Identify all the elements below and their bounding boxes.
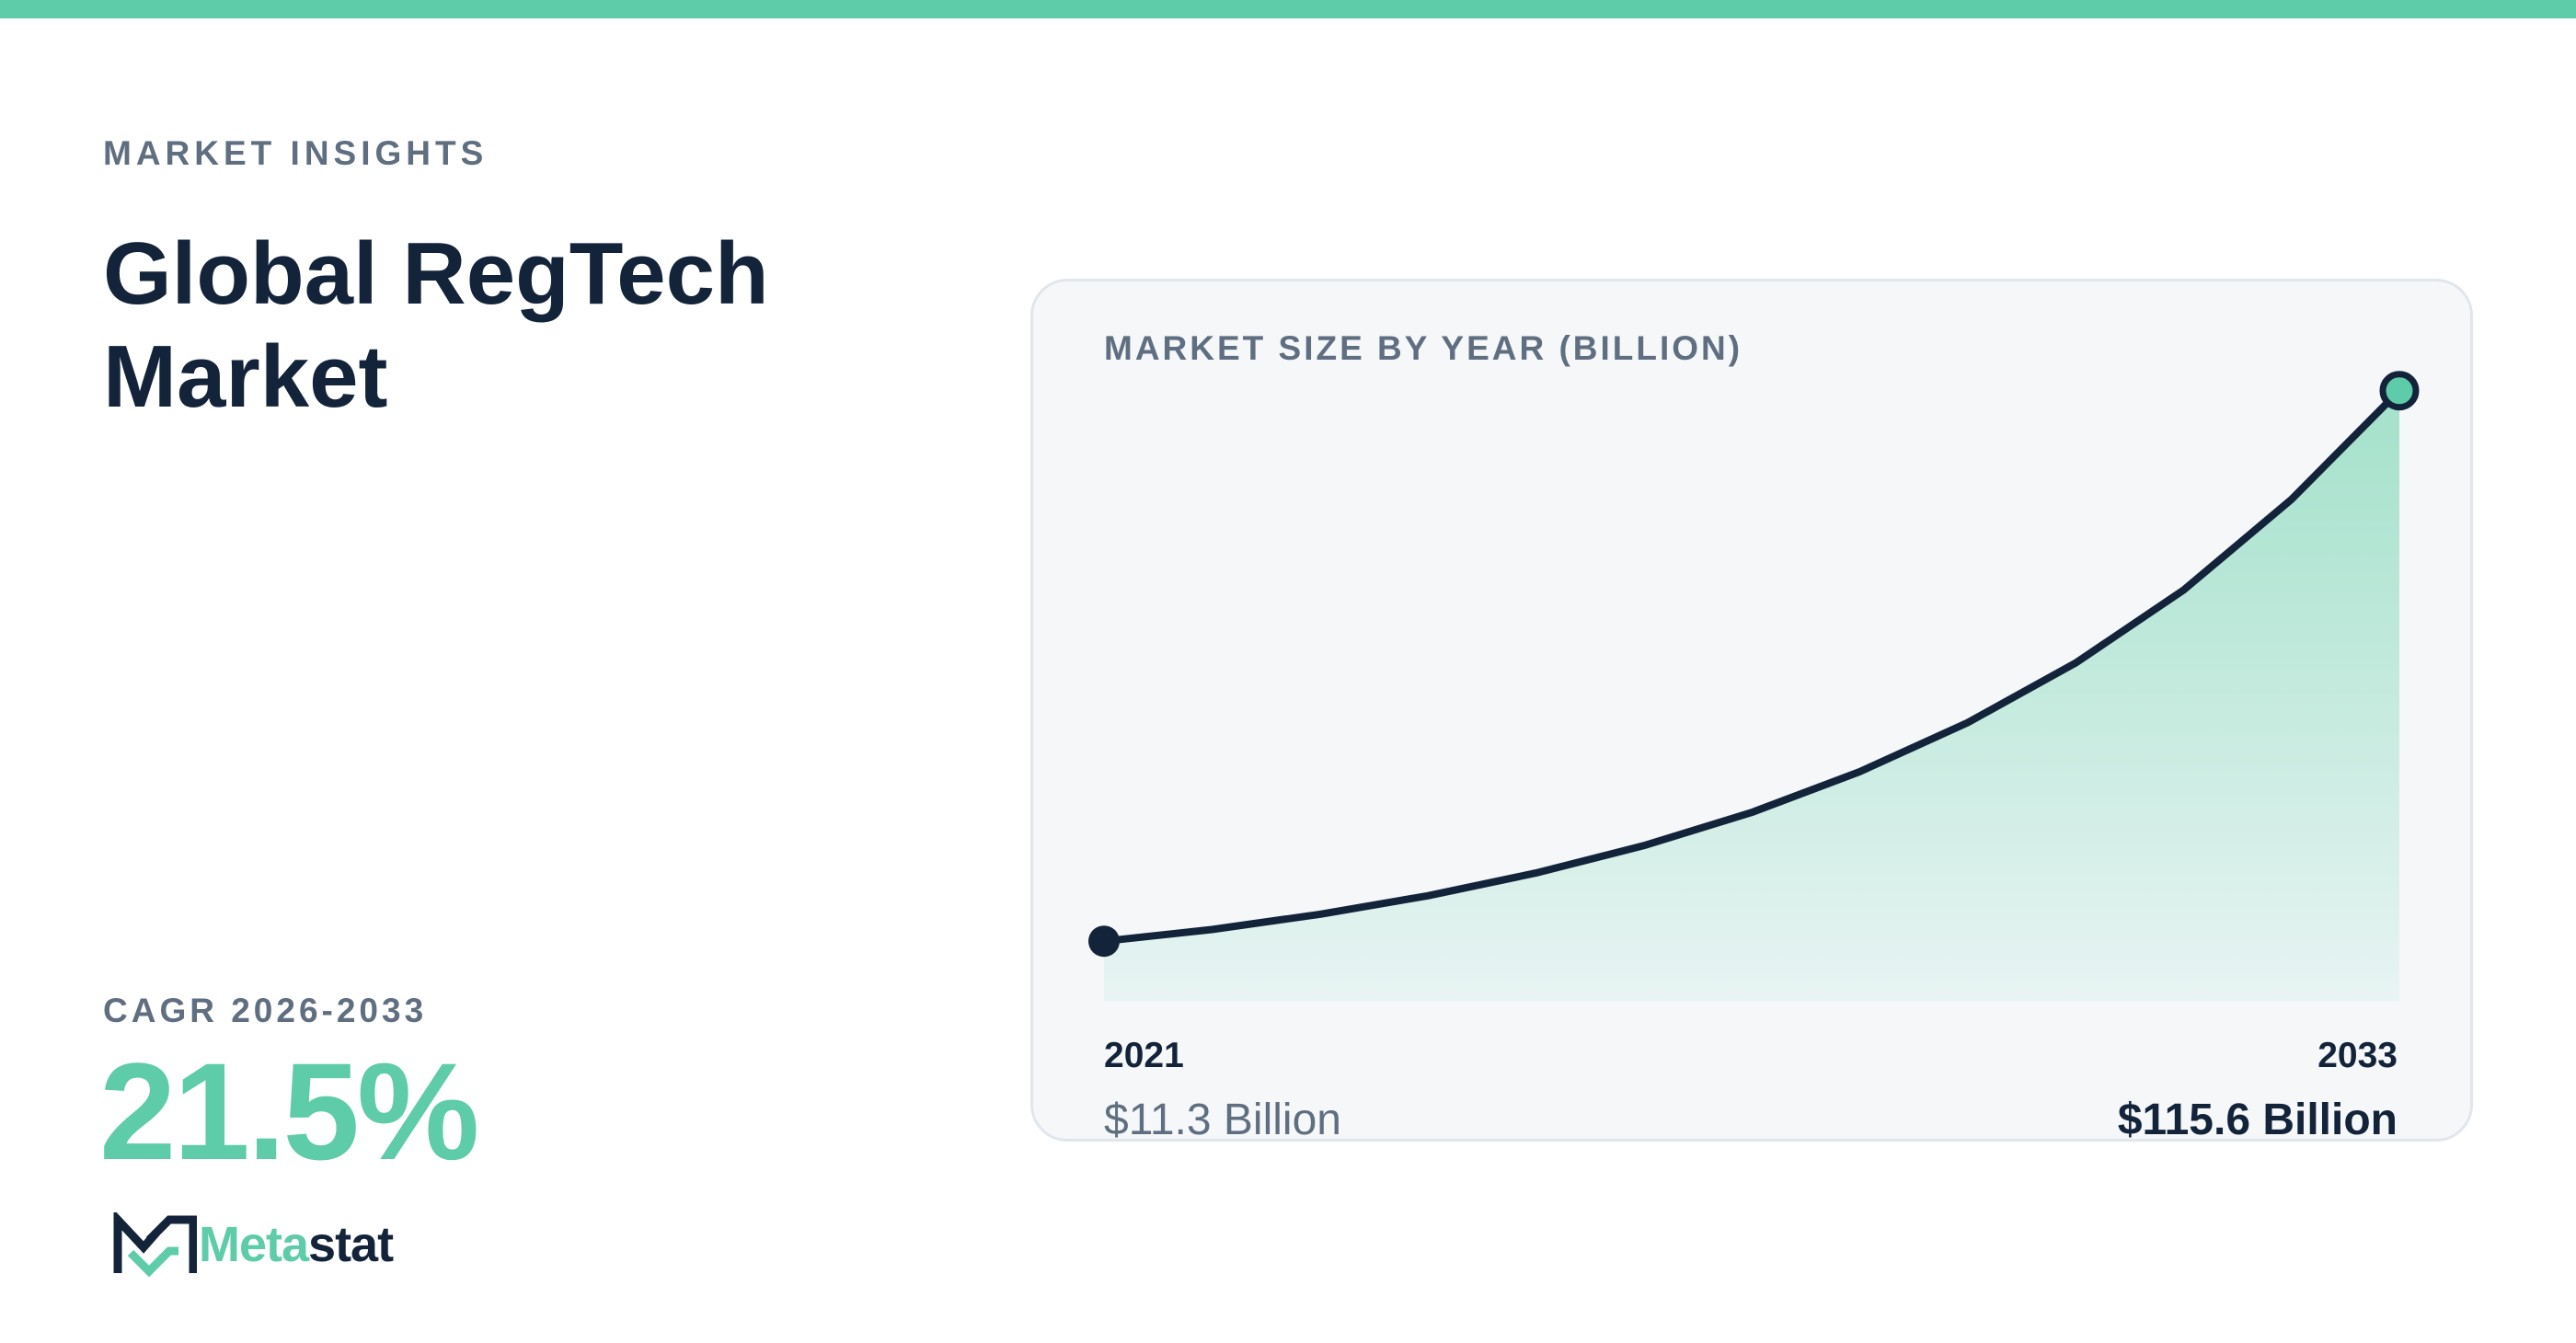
series-area [1104, 390, 2399, 1001]
cagr-value: 21.5% [99, 1034, 479, 1188]
metastat-m-logo-icon [113, 1212, 197, 1277]
series-line [1100, 386, 2403, 946]
brand-name-part1: Meta [199, 1217, 309, 1272]
section-eyebrow: MARKET INSIGHTS [103, 134, 489, 172]
top-accent-bar [0, 0, 2576, 18]
start-value-label: $11.3 Billion [1104, 1096, 1341, 1144]
chart-title: MARKET SIZE BY YEAR (BILLION) [1104, 329, 1743, 367]
x-axis-end-label: 2033 [2317, 1036, 2398, 1075]
data-point-start [1088, 925, 1120, 958]
cagr-label: CAGR 2026-2033 [103, 992, 428, 1029]
x-axis-start-label: 2021 [1104, 1036, 1184, 1075]
data-point-end [2379, 371, 2420, 411]
end-value-label: $115.6 Billion [2117, 1096, 2398, 1144]
brand-name-part2: stat [308, 1217, 394, 1272]
page-title: Global RegTech Market [103, 224, 769, 426]
brand-logo: Metastat [112, 1212, 394, 1277]
